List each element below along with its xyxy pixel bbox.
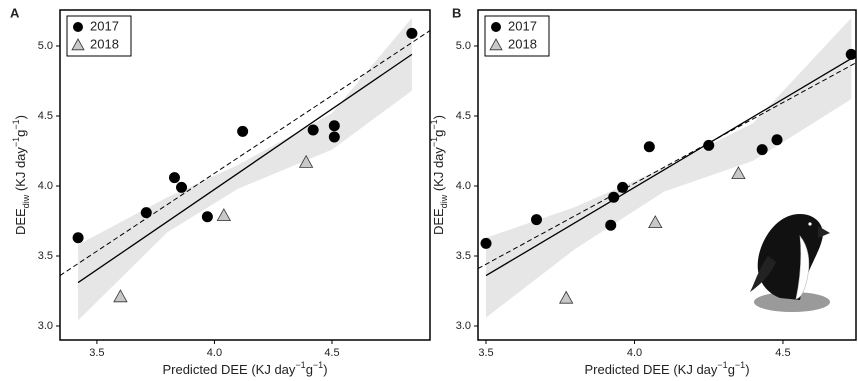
point [771, 134, 783, 146]
fit-line [485, 58, 852, 277]
y-tick-label: 4.5 [38, 110, 53, 122]
y-tick-label: 3.0 [456, 320, 471, 332]
point [113, 289, 128, 303]
legend-label: 2018 [508, 36, 537, 51]
point [176, 181, 188, 193]
point [168, 172, 180, 184]
point [617, 181, 629, 193]
axis-label-part: DEE [431, 208, 446, 235]
axis-label-part: ) [745, 362, 749, 377]
point [605, 219, 617, 231]
axis-label-part: −1 [11, 137, 21, 147]
axis-label-part: DEE [13, 208, 28, 235]
point [328, 120, 340, 132]
legend-label: 2017 [508, 18, 537, 33]
plot-area [478, 17, 856, 318]
axis-label-part: Predicted DEE (KJ day [162, 362, 295, 377]
point [530, 214, 542, 226]
x-tick-label: 4.0 [207, 347, 222, 359]
puffin-illustration [750, 214, 830, 312]
x-axis-label: Predicted DEE (KJ day−1g−1) [162, 360, 327, 377]
axis-label-part: g [13, 130, 28, 137]
point [328, 131, 340, 143]
point [845, 48, 856, 60]
axis-label-part: diw [21, 194, 31, 208]
point [201, 211, 213, 223]
y-axis-label: DEEdiw (KJ day−1g−1) [429, 115, 449, 235]
legend-marker [491, 22, 501, 32]
y-tick-label: 3.5 [38, 250, 53, 262]
x-axis-label: Predicted DEE (KJ day−1g−1) [584, 360, 749, 377]
axis-label-part: ) [431, 115, 446, 119]
point [480, 237, 492, 249]
axis-label-part: (KJ day [431, 147, 446, 195]
panel-letter: B [452, 5, 461, 20]
point [559, 290, 574, 304]
y-tick-label: 3.5 [456, 250, 471, 262]
point [643, 141, 655, 153]
point [72, 232, 84, 244]
y-tick-label: 5.0 [456, 40, 471, 52]
point [307, 124, 319, 136]
axis-label-part: −1 [429, 119, 439, 129]
legend-marker [73, 22, 83, 32]
y-tick-label: 5.0 [38, 40, 53, 52]
plot-frame [477, 9, 857, 341]
plot-area [60, 17, 430, 321]
x-tick-label: 4.5 [775, 347, 790, 359]
point [237, 125, 249, 137]
panel-letter: A [10, 5, 20, 20]
axis-label-part: −1 [313, 360, 323, 370]
axis-label-part: g [306, 362, 313, 377]
point [703, 139, 715, 151]
legend-label: 2017 [90, 18, 119, 33]
point [756, 144, 768, 156]
axis-label-part: ) [323, 362, 327, 377]
point [406, 27, 418, 39]
axis-label-part: −1 [717, 360, 727, 370]
point [648, 215, 663, 228]
x-tick-label: 3.5 [478, 347, 493, 359]
axis-label-part: g [431, 130, 446, 137]
point [608, 191, 620, 203]
axis-label-part: (KJ day [13, 147, 28, 195]
x-tick-label: 4.0 [627, 347, 642, 359]
y-tick-label: 4.5 [456, 110, 471, 122]
y-axis-label: DEEdiw (KJ day−1g−1) [11, 115, 31, 235]
legend-marker [489, 38, 503, 51]
legend-label: 2018 [90, 36, 119, 51]
y-tick-label: 4.0 [456, 180, 471, 192]
legend-marker [71, 38, 85, 51]
axis-label-part: g [728, 362, 735, 377]
y-tick-label: 3.0 [38, 320, 53, 332]
axis-label-part: ) [13, 115, 28, 119]
point [298, 154, 314, 168]
axis-label-part: −1 [11, 119, 21, 129]
point [731, 166, 746, 179]
x-tick-label: 3.5 [89, 347, 104, 359]
y-tick-label: 4.0 [38, 180, 53, 192]
plot-frame [59, 9, 431, 341]
axis-label-part: −1 [735, 360, 745, 370]
axis-label-part: −1 [295, 360, 305, 370]
fit-line [60, 30, 430, 277]
fit-line [77, 53, 413, 284]
point [216, 208, 232, 221]
axis-label-part: diw [439, 194, 449, 208]
x-tick-label: 4.5 [324, 347, 339, 359]
point [140, 207, 152, 219]
axis-label-part: Predicted DEE (KJ day [584, 362, 717, 377]
axis-label-part: −1 [429, 137, 439, 147]
